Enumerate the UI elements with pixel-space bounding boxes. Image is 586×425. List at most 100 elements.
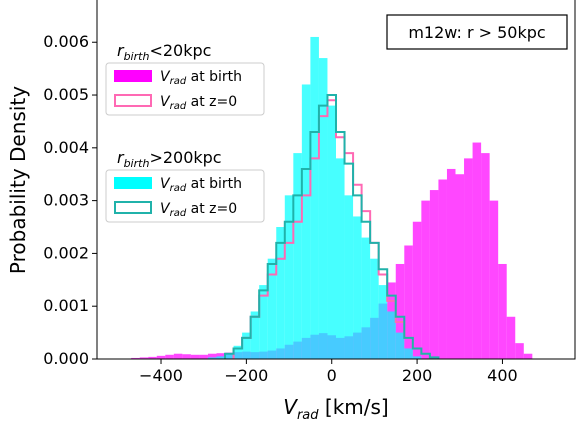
bar-magenta-33: [412, 221, 422, 359]
bar-magenta-34: [421, 200, 430, 359]
annotation-text: m12w: r > 50kpc: [408, 23, 545, 42]
bar-cyan-22: [395, 332, 405, 359]
x-axis: −400 −200 0 200 400: [139, 359, 518, 385]
bar-magenta-37: [446, 168, 456, 359]
legend-1-entry-1-sub: rad: [170, 76, 187, 87]
bar-cyan-9: [284, 195, 294, 359]
step-line-pink: [232, 99, 431, 359]
legend-1-entry-2: Vrad at z=0: [160, 94, 237, 112]
bar-magenta-44: [506, 316, 516, 359]
y-tick-label: 0.002: [43, 243, 89, 262]
y-tick-label: 0.006: [43, 32, 89, 51]
bar-cyan-8: [276, 227, 285, 359]
legend-2-title: rbirth>200kpc: [117, 148, 222, 170]
y-axis: 0.000 0.001 0.002 0.003 0.004 0.005 0.006: [43, 32, 97, 368]
bar-magenta-3: [156, 355, 166, 359]
bar-magenta-8: [199, 354, 208, 359]
bar-magenta-46: [523, 353, 533, 359]
legend-1-title-main: r: [117, 41, 125, 60]
y-tick-label: 0.004: [43, 138, 89, 157]
legend-1-entry-1: Vrad at birth: [160, 69, 242, 87]
bar-magenta-10: [216, 353, 226, 359]
bar-magenta-36: [438, 179, 447, 359]
x-tick-label: −200: [224, 366, 268, 385]
x-tick-label: 200: [402, 366, 433, 385]
bar-cyan-20: [378, 285, 388, 359]
legend-1-title-rest: <20kpc: [149, 41, 211, 60]
bar-magenta-9: [207, 353, 217, 359]
legend-1-entry-2-sym: V: [160, 94, 171, 110]
bar-magenta-1: [139, 357, 149, 359]
legend-1-entry-1-rest: at birth: [186, 69, 242, 85]
legend-rbirth-lt20: rbirth<20kpc Vrad at birth Vrad at z=0: [105, 41, 265, 116]
bar-magenta-42: [489, 200, 499, 359]
x-tick-label: −400: [139, 366, 183, 385]
legend-2-swatch-step: [114, 201, 152, 214]
annotation-box: m12w: r > 50kpc: [386, 14, 568, 50]
legend-2-entry-1-sub: rad: [170, 183, 187, 194]
legend-2-entry-2-sub: rad: [170, 208, 187, 219]
y-tick-label: 0.005: [43, 85, 89, 104]
y-tick-label: 0.000: [43, 349, 89, 368]
x-tick-label: 400: [487, 366, 518, 385]
legend-1-entry-2-sub: rad: [170, 101, 187, 112]
legend-2-entry-2-sym: V: [160, 201, 171, 217]
bar-magenta-31: [395, 263, 405, 359]
x-axis-label-rest: [km/s]: [319, 395, 389, 419]
bar-magenta-2: [148, 356, 157, 359]
legend-2-entry-1-sym: V: [160, 176, 171, 192]
x-tick-label: 0: [327, 366, 337, 385]
y-tick-label: 0.001: [43, 296, 89, 315]
bar-cyan-5: [250, 311, 260, 359]
bar-magenta-6: [182, 354, 191, 359]
y-axis-label: Probability Density: [6, 86, 30, 274]
bar-cyan-7: [267, 258, 277, 359]
histogram-bars: [131, 36, 533, 359]
bar-cyan-19: [370, 258, 379, 359]
bar-cyan-12: [310, 36, 319, 359]
legend-2-entry-1-rest: at birth: [186, 176, 242, 192]
bar-cyan-24: [412, 356, 422, 359]
legend-2-entry-1: Vrad at birth: [160, 176, 242, 194]
bar-magenta-35: [429, 190, 439, 359]
legend-2-title-rest: >200kpc: [149, 148, 221, 167]
bar-cyan-23: [404, 348, 413, 359]
bar-cyan-14: [327, 105, 336, 359]
bar-magenta-7: [190, 354, 200, 359]
bar-magenta-38: [455, 174, 465, 359]
bar-magenta-4: [165, 354, 174, 359]
bar-cyan-21: [387, 311, 396, 359]
bar-magenta-32: [404, 245, 413, 359]
bar-magenta-41: [481, 153, 490, 359]
bar-cyan-1: [216, 356, 226, 359]
legend-1-swatch-step: [114, 94, 152, 107]
legend-2-entry-2: Vrad at z=0: [160, 201, 237, 219]
bar-cyan-15: [336, 158, 345, 359]
bar-magenta-0: [131, 357, 140, 359]
bar-cyan-6: [259, 285, 268, 359]
legend-1-entry-1-sym: V: [160, 69, 171, 85]
bar-magenta-43: [498, 263, 507, 359]
legend-2-title-sub: birth: [124, 157, 150, 170]
bar-magenta-45: [515, 343, 524, 359]
bar-cyan-17: [353, 216, 362, 359]
legend-1-title: rbirth<20kpc: [117, 41, 211, 63]
bar-cyan-11: [301, 84, 311, 359]
plot-area: [96, 0, 576, 360]
step-line-teal: [224, 94, 440, 359]
legend-2-swatch-filled: [114, 177, 152, 189]
bar-cyan-2: [225, 353, 234, 359]
legend-2-title-main: r: [117, 148, 125, 167]
x-axis-label-main: V: [283, 395, 298, 419]
bar-cyan-13: [318, 58, 328, 359]
legend-1-title-sub: birth: [124, 50, 150, 63]
histogram-steps: [224, 94, 440, 359]
legend-1-swatch-filled: [114, 70, 152, 82]
plot-frame: [96, 0, 576, 360]
y-tick-label: 0.003: [43, 191, 89, 210]
legend-1-entry-2-rest: at z=0: [186, 94, 237, 110]
bar-magenta-39: [464, 158, 473, 359]
bar-cyan-10: [293, 153, 302, 359]
bar-cyan-16: [344, 195, 354, 359]
bar-cyan-0: [207, 357, 217, 359]
